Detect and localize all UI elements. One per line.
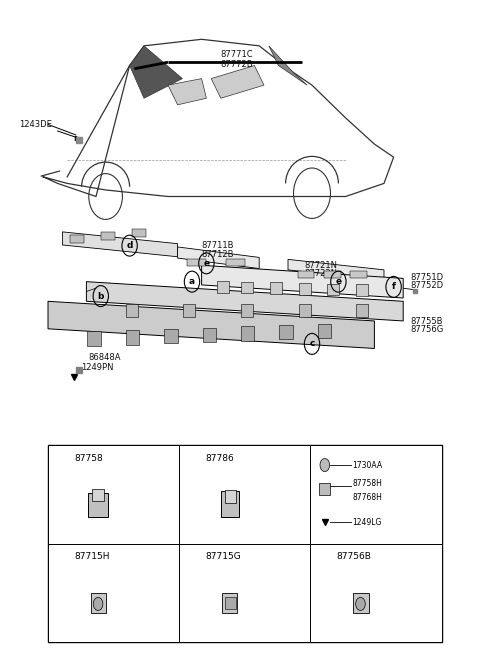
Polygon shape xyxy=(178,247,259,269)
Text: f: f xyxy=(392,282,396,291)
Bar xyxy=(311,445,442,544)
Text: 87755B: 87755B xyxy=(410,316,443,326)
Bar xyxy=(356,284,368,296)
Bar xyxy=(48,445,442,642)
Bar xyxy=(221,491,240,517)
Polygon shape xyxy=(269,46,307,85)
Bar xyxy=(164,329,178,343)
Bar xyxy=(318,324,331,338)
Polygon shape xyxy=(168,79,206,105)
Bar xyxy=(48,445,179,544)
Text: 87771C: 87771C xyxy=(221,50,253,59)
Text: 87752D: 87752D xyxy=(410,281,444,290)
Bar xyxy=(126,304,138,317)
Text: c: c xyxy=(320,454,325,463)
Bar xyxy=(101,232,115,240)
Bar xyxy=(225,597,236,609)
Bar xyxy=(179,544,311,642)
Text: b: b xyxy=(188,454,194,463)
Circle shape xyxy=(356,597,365,610)
Bar xyxy=(225,490,236,503)
Bar xyxy=(319,483,330,495)
Bar xyxy=(350,271,367,278)
Text: 87715G: 87715G xyxy=(205,552,241,561)
Bar xyxy=(203,328,216,342)
Bar xyxy=(241,326,254,341)
Text: 87751D: 87751D xyxy=(410,272,444,282)
Polygon shape xyxy=(62,232,178,257)
Bar xyxy=(226,259,245,266)
Text: 87756G: 87756G xyxy=(410,325,444,334)
Text: 87786: 87786 xyxy=(205,454,234,463)
Bar xyxy=(88,493,108,517)
Bar xyxy=(311,544,442,642)
Bar xyxy=(353,593,369,613)
Text: 87758: 87758 xyxy=(74,454,103,463)
Bar xyxy=(241,282,253,293)
Bar xyxy=(92,489,104,501)
Bar xyxy=(126,330,139,345)
Polygon shape xyxy=(288,259,384,280)
Bar xyxy=(299,283,311,295)
Text: 87712B: 87712B xyxy=(202,250,234,259)
Text: d: d xyxy=(126,241,133,250)
Text: 1730AA: 1730AA xyxy=(353,460,383,470)
Polygon shape xyxy=(211,66,264,98)
Bar xyxy=(327,284,339,295)
Text: b: b xyxy=(97,291,104,301)
Text: 87758H: 87758H xyxy=(353,479,383,488)
Bar xyxy=(87,331,101,346)
Bar xyxy=(241,304,253,317)
Bar xyxy=(270,282,282,294)
Text: 87715H: 87715H xyxy=(74,552,110,561)
Bar xyxy=(324,271,341,278)
Text: d: d xyxy=(57,552,63,561)
Polygon shape xyxy=(86,282,403,321)
Bar xyxy=(132,229,146,236)
Text: 1249LG: 1249LG xyxy=(353,517,382,527)
Bar xyxy=(70,235,84,243)
Text: 1249PN: 1249PN xyxy=(81,363,113,372)
Bar xyxy=(91,593,106,613)
Text: a: a xyxy=(57,454,63,463)
Bar xyxy=(217,281,229,293)
Bar xyxy=(48,544,179,642)
Bar xyxy=(279,325,293,339)
Text: 87756B: 87756B xyxy=(337,552,372,561)
Polygon shape xyxy=(130,46,182,98)
Text: 87772B: 87772B xyxy=(221,60,253,69)
Text: 1243DE: 1243DE xyxy=(19,120,52,129)
Text: 87768H: 87768H xyxy=(353,493,383,502)
Circle shape xyxy=(93,597,103,610)
Text: e: e xyxy=(204,259,209,268)
Text: c: c xyxy=(309,339,315,348)
Text: 87722N: 87722N xyxy=(305,269,338,278)
Polygon shape xyxy=(48,301,374,348)
Bar xyxy=(222,593,238,613)
Text: e: e xyxy=(336,277,341,286)
Bar xyxy=(299,304,311,317)
Bar xyxy=(179,445,311,544)
Bar xyxy=(187,259,206,266)
Polygon shape xyxy=(202,265,403,298)
Text: 87711B: 87711B xyxy=(202,241,234,250)
Text: f: f xyxy=(321,552,324,561)
Text: e: e xyxy=(188,552,194,561)
Bar xyxy=(183,304,195,317)
Text: a: a xyxy=(189,277,195,286)
Bar xyxy=(298,271,314,278)
Text: 86848A: 86848A xyxy=(89,353,121,362)
Bar xyxy=(356,304,368,317)
Text: 87721N: 87721N xyxy=(305,261,338,270)
Circle shape xyxy=(320,458,330,472)
